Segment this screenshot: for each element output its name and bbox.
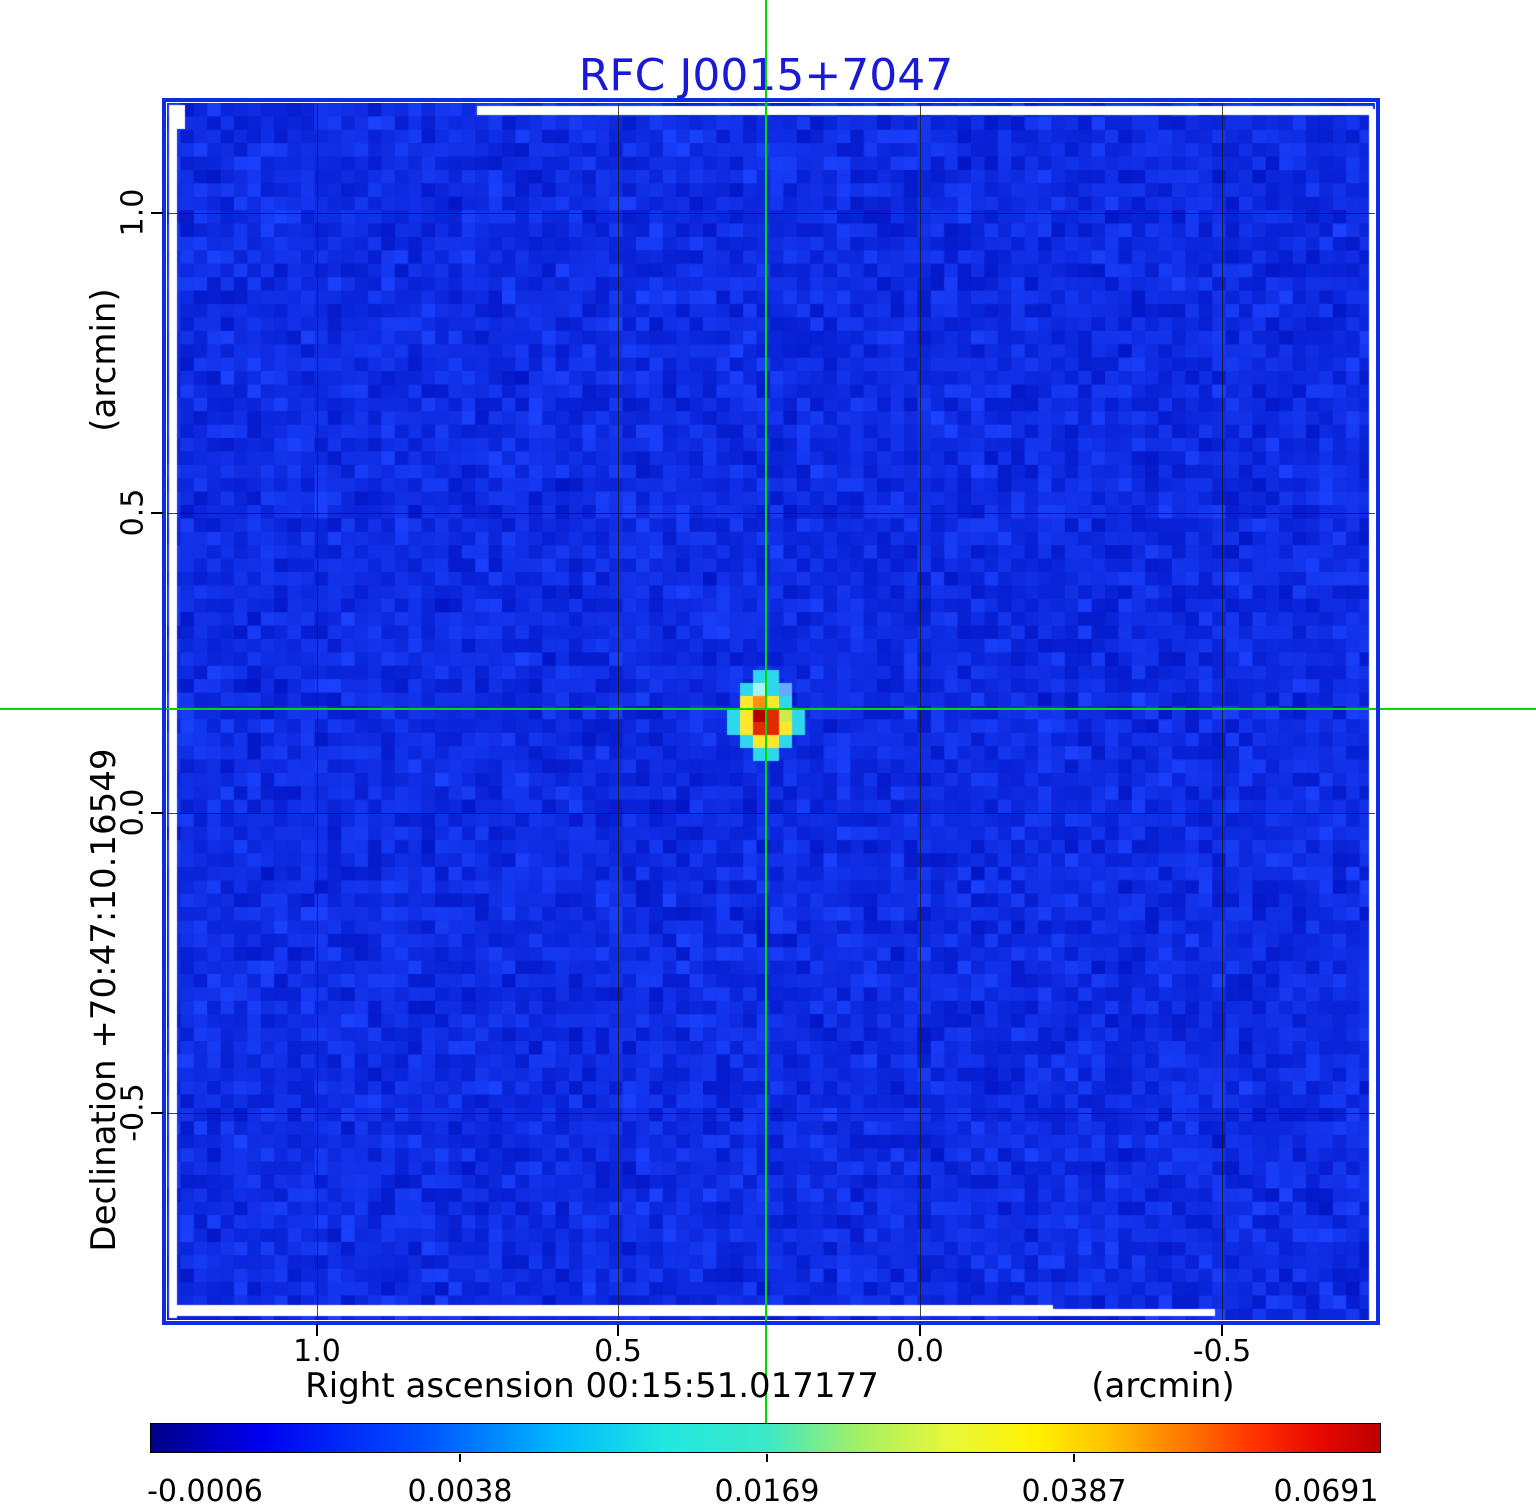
crosshair-horizontal-line — [0, 708, 1536, 710]
sky-map-canvas — [167, 103, 1375, 1320]
colorbar-value-label: 0.0691 — [1273, 1474, 1379, 1509]
colorbar-tick — [766, 1454, 768, 1462]
x-tick-label: 0.0 — [896, 1334, 944, 1369]
colorbar-tick — [459, 1454, 461, 1462]
x-axis-tick — [1221, 1324, 1223, 1336]
x-axis-unit-label: (arcmin) — [1091, 1366, 1235, 1406]
colorbar-value-label: -0.0006 — [147, 1474, 263, 1509]
y-axis-tick — [151, 1112, 163, 1114]
x-tick-label: 1.0 — [293, 1334, 341, 1369]
colorbar-tick — [1073, 1454, 1075, 1462]
y-axis-unit-label: (arcmin) — [84, 288, 124, 432]
colorbar-value-label: 0.0038 — [407, 1474, 513, 1509]
x-axis-tick — [316, 1324, 318, 1336]
y-axis-tick — [151, 512, 163, 514]
x-tick-label: -0.5 — [1192, 1334, 1252, 1369]
colorbar-value-label: 0.0387 — [1021, 1474, 1127, 1509]
y-axis-tick — [151, 212, 163, 214]
y-axis-label: Declination +70:47:10.16549 — [84, 748, 124, 1252]
x-axis-tick — [919, 1324, 921, 1336]
colorbar-value-label: 0.0169 — [714, 1474, 820, 1509]
y-axis-tick — [151, 812, 163, 814]
x-tick-label: 0.5 — [594, 1334, 642, 1369]
x-axis-tick — [617, 1324, 619, 1336]
crosshair-vertical-line — [765, 0, 767, 1423]
colorbar — [150, 1423, 1381, 1453]
x-axis-label: Right ascension 00:15:51.017177 — [305, 1366, 879, 1406]
